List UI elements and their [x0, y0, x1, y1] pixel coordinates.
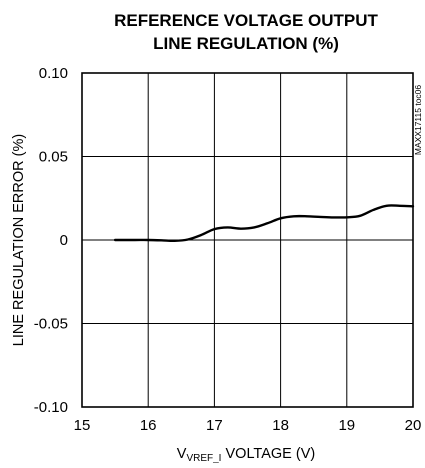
figure-id-note: MAXX17115 toc06: [413, 85, 423, 156]
chart-subtitle: LINE REGULATION (%): [153, 34, 339, 53]
y-tick-label: 0.05: [39, 149, 68, 166]
x-tick-label: 16: [140, 417, 157, 434]
x-tick-label: 15: [74, 417, 91, 434]
plot-area-frame: [81, 72, 414, 408]
x-axis-label: VVREF_I VOLTAGE (V): [177, 446, 315, 463]
x-tick-label: 19: [338, 417, 355, 434]
y-tick-label: 0: [60, 232, 68, 249]
y-tick-label: 0.10: [39, 65, 68, 82]
x-tick-label: 17: [206, 417, 223, 434]
y-tick-label: -0.05: [34, 316, 68, 333]
x-axis-label-subscript: VREF_I: [186, 453, 221, 463]
x-axis-label-prefix: V: [177, 446, 187, 462]
y-axis-label: LINE REGULATION ERROR (%): [11, 134, 27, 346]
x-tick-label: 20: [405, 417, 422, 434]
chart-title: REFERENCE VOLTAGE OUTPUT: [114, 11, 378, 30]
series-layer: [113, 204, 415, 243]
x-axis-label-suffix: VOLTAGE (V): [221, 446, 315, 462]
x-tick-label: 18: [272, 417, 289, 434]
series-line-0: [113, 204, 415, 243]
tick-labels: 15 16 17 18 19 20 0.10 0.05 0 -0.05 -0.10: [34, 65, 422, 434]
y-tick-label: -0.10: [34, 399, 68, 416]
